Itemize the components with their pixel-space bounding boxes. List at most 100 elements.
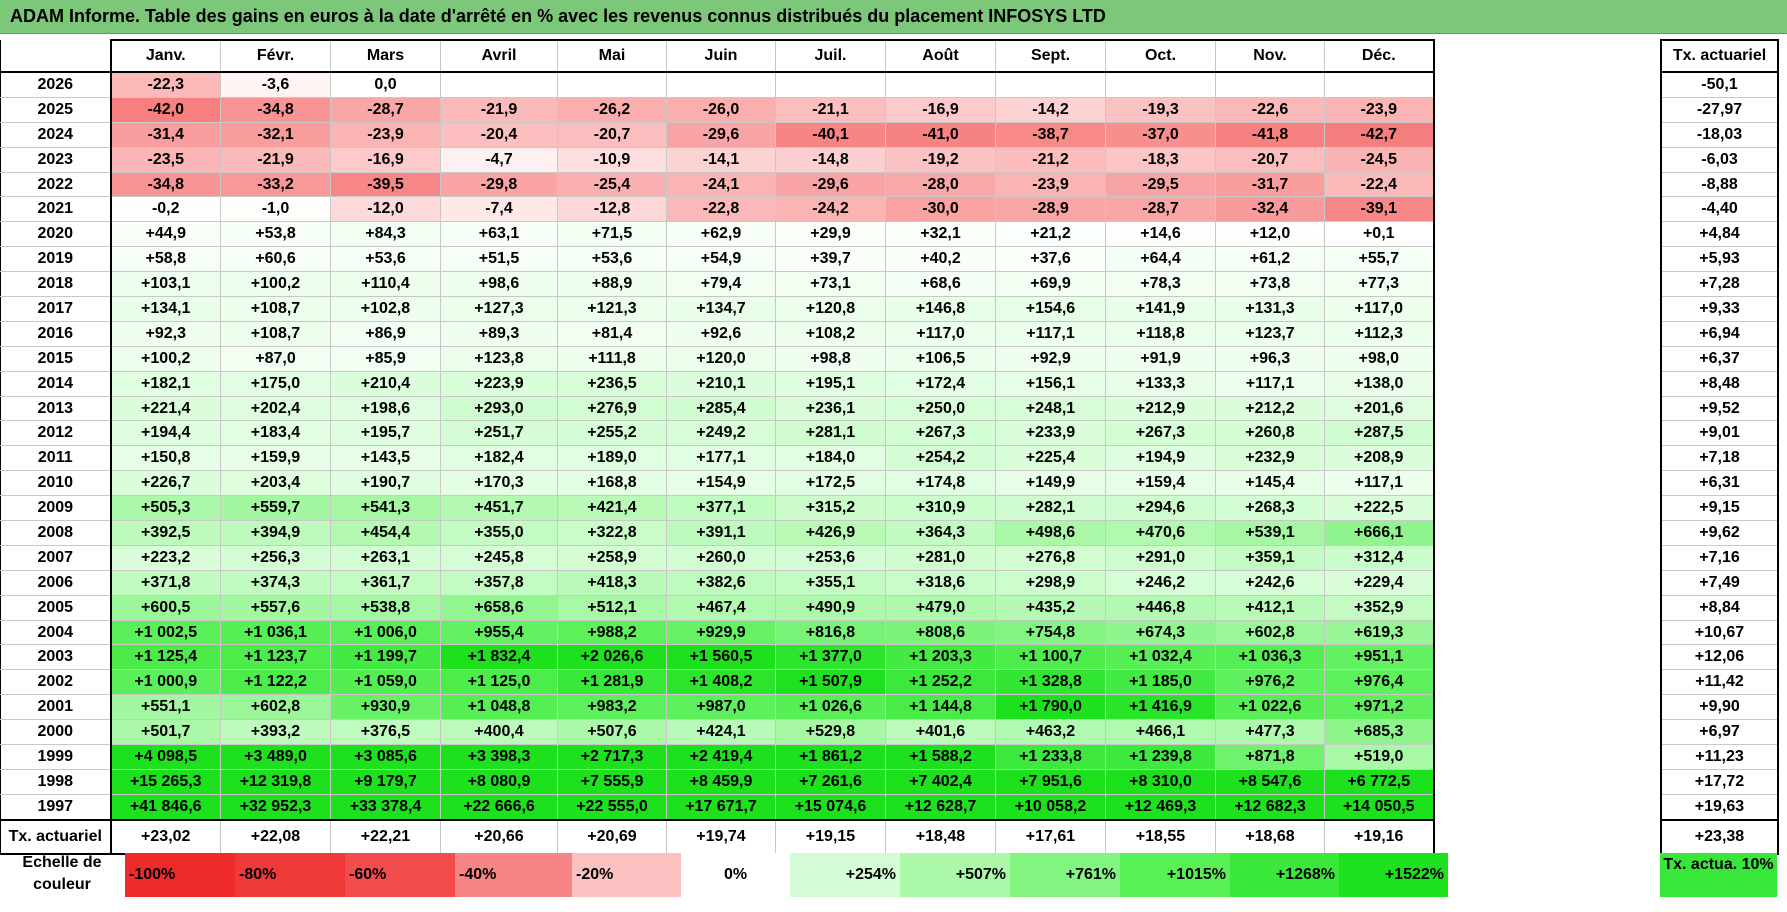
year-label: 2024 bbox=[0, 121, 112, 148]
value-cell: +519,0 bbox=[1324, 744, 1435, 770]
color-scale-swatch: +1522% bbox=[1339, 853, 1448, 897]
value-cell bbox=[1324, 71, 1435, 98]
value-cell: +189,0 bbox=[557, 445, 667, 472]
value-cell: +12 469,3 bbox=[1105, 793, 1216, 821]
value-cell: +87,0 bbox=[220, 345, 331, 372]
month-header: Avril bbox=[440, 39, 558, 73]
table-row: 2008 +392,5 +394,9 +454,4 +355,0 +322,8 +391,1… bbox=[0, 520, 1435, 546]
value-cell: +73,8 bbox=[1215, 271, 1325, 298]
value-cell: +112,3 bbox=[1324, 320, 1435, 347]
corner-cell bbox=[0, 40, 112, 73]
color-scale-actuarial-label: Tx. actua. 10% bbox=[1663, 856, 1774, 873]
table-row: 2019 +58,8 +60,6 +53,6 +51,5 +53,6 +54,9 +39,7 +… bbox=[0, 246, 1435, 273]
value-cell: +108,7 bbox=[220, 320, 331, 347]
year-label: 1998 bbox=[0, 768, 112, 795]
value-cell: +808,6 bbox=[885, 619, 996, 646]
actuarial-cell: -8,88 bbox=[1660, 171, 1779, 198]
value-cell: +421,4 bbox=[557, 495, 667, 522]
value-cell: +81,4 bbox=[557, 320, 667, 347]
actuarial-cell: +4,84 bbox=[1660, 221, 1779, 248]
table-row: 2024 -31,4 -32,1 -23,9 -20,4 -20,7 -29,6 -40,1-… bbox=[0, 121, 1435, 148]
value-cell: +1 125,0 bbox=[440, 669, 558, 696]
value-cell: +361,7 bbox=[330, 569, 441, 596]
value-cell: +14,6 bbox=[1105, 221, 1216, 248]
value-cell: +253,6 bbox=[775, 544, 886, 571]
value-cell: -29,6 bbox=[775, 171, 886, 198]
year-label: 2007 bbox=[0, 544, 112, 571]
year-label: 2021 bbox=[0, 196, 112, 223]
value-cell: -32,4 bbox=[1215, 196, 1325, 223]
page-title: ADAM Informe. Table des gains en euros à… bbox=[10, 6, 1106, 26]
value-cell: +117,0 bbox=[1324, 296, 1435, 322]
value-cell: +7 951,6 bbox=[995, 768, 1106, 795]
value-cell: +377,1 bbox=[666, 495, 776, 522]
value-cell: +174,8 bbox=[885, 470, 996, 497]
value-cell: +285,4 bbox=[666, 395, 776, 422]
value-cell: +498,6 bbox=[995, 520, 1106, 546]
value-cell: +33 378,4 bbox=[330, 793, 441, 821]
value-cell: +248,1 bbox=[995, 395, 1106, 422]
value-cell: +225,4 bbox=[995, 445, 1106, 472]
value-cell: +51,5 bbox=[440, 246, 558, 273]
value-cell bbox=[1215, 71, 1325, 98]
value-cell: -10,9 bbox=[557, 146, 667, 173]
value-cell: +61,2 bbox=[1215, 246, 1325, 273]
value-cell: +258,9 bbox=[557, 544, 667, 571]
color-scale-swatch: -20% bbox=[572, 853, 681, 897]
value-cell: +426,9 bbox=[775, 520, 886, 546]
value-cell: +364,3 bbox=[885, 520, 996, 546]
value-cell: +8 459,9 bbox=[666, 768, 776, 795]
value-cell: +310,9 bbox=[885, 495, 996, 522]
actuarial-row-cell: +18,55 bbox=[1105, 818, 1216, 855]
value-cell: -7,4 bbox=[440, 196, 558, 223]
value-cell: +175,0 bbox=[220, 370, 331, 397]
value-cell: +267,3 bbox=[1105, 420, 1216, 447]
table-row: 2002 +1 000,9 +1 122,2 +1 059,0 +1 125,0 +1 2… bbox=[0, 669, 1435, 696]
value-cell: +1 507,9 bbox=[775, 669, 886, 696]
value-cell: +359,1 bbox=[1215, 544, 1325, 571]
value-cell: +322,8 bbox=[557, 520, 667, 546]
value-cell: +100,2 bbox=[110, 345, 221, 372]
value-cell: +195,1 bbox=[775, 370, 886, 397]
value-cell: +172,5 bbox=[775, 470, 886, 497]
color-scale-swatch: -40% bbox=[455, 853, 572, 897]
year-label: 2009 bbox=[0, 495, 112, 522]
value-cell: +150,8 bbox=[110, 445, 221, 472]
value-cell: +400,4 bbox=[440, 719, 558, 746]
value-cell: -24,1 bbox=[666, 171, 776, 198]
value-cell: +226,7 bbox=[110, 470, 221, 497]
value-cell: +210,4 bbox=[330, 370, 441, 397]
value-cell: +294,6 bbox=[1105, 495, 1216, 522]
table-row: 2009 +505,3 +559,7 +541,3 +451,7 +421,4 +377,1… bbox=[0, 495, 1435, 522]
value-cell: +229,4 bbox=[1324, 569, 1435, 596]
value-cell: +315,2 bbox=[775, 495, 886, 522]
value-cell: +976,4 bbox=[1324, 669, 1435, 696]
value-cell: -28,7 bbox=[1105, 196, 1216, 223]
actuarial-row-cell: +20,66 bbox=[440, 818, 558, 855]
value-cell: +198,6 bbox=[330, 395, 441, 422]
value-cell: +41 846,6 bbox=[110, 793, 221, 821]
value-cell: +467,4 bbox=[666, 594, 776, 621]
month-header: Janv. bbox=[110, 39, 221, 73]
value-cell: +108,7 bbox=[220, 296, 331, 322]
value-cell: +260,0 bbox=[666, 544, 776, 571]
value-cell: +371,8 bbox=[110, 569, 221, 596]
value-cell: +267,3 bbox=[885, 420, 996, 447]
value-cell: +53,6 bbox=[330, 246, 441, 273]
year-label: 2008 bbox=[0, 520, 112, 546]
value-cell: +182,1 bbox=[110, 370, 221, 397]
value-cell: -20,7 bbox=[1215, 146, 1325, 173]
actuarial-cell: +6,31 bbox=[1660, 470, 1779, 497]
actuarial-row-cell: +22,21 bbox=[330, 818, 441, 855]
value-cell: +58,8 bbox=[110, 246, 221, 273]
value-cell: +505,3 bbox=[110, 495, 221, 522]
month-header: Août bbox=[885, 39, 996, 73]
actuarial-cell: +9,90 bbox=[1660, 694, 1779, 721]
actuarial-cell: +11,42 bbox=[1660, 669, 1779, 696]
value-cell: +1 022,6 bbox=[1215, 694, 1325, 721]
value-cell: -22,3 bbox=[110, 71, 221, 98]
value-cell: +666,1 bbox=[1324, 520, 1435, 546]
value-cell: +12 682,3 bbox=[1215, 793, 1325, 821]
value-cell: +53,8 bbox=[220, 221, 331, 248]
value-cell: +12 319,8 bbox=[220, 768, 331, 795]
